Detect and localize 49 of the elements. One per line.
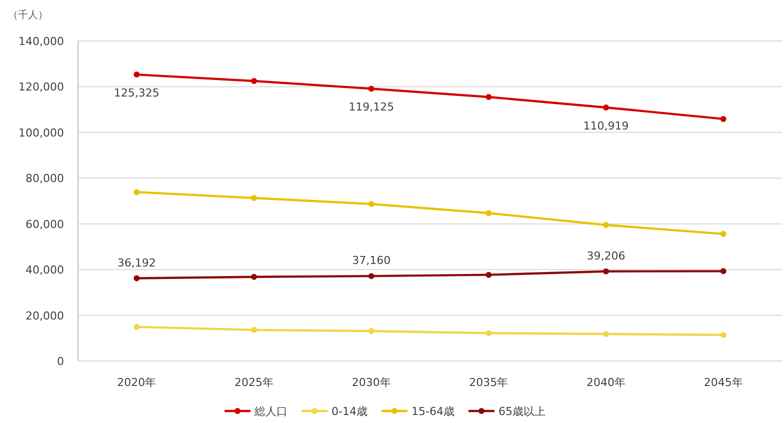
point xyxy=(368,200,374,207)
x-tick-label: 2025年 xyxy=(234,376,274,389)
y-tick-label: 20,000 xyxy=(26,309,64,322)
point xyxy=(603,104,609,110)
y-axis-title: （千人） xyxy=(8,9,48,21)
x-tick-label: 2040年 xyxy=(586,376,626,389)
point xyxy=(486,330,492,336)
x-tick-label: 2035年 xyxy=(469,376,508,389)
data-label: 36,192 xyxy=(117,256,156,270)
point xyxy=(251,78,257,84)
point xyxy=(368,86,374,92)
point xyxy=(603,268,609,274)
legend-label: 15-64歳 xyxy=(412,405,454,418)
point xyxy=(251,274,257,280)
y-tick-label: 100,000 xyxy=(18,126,64,140)
y-tick-label: 40,000 xyxy=(26,264,64,277)
point xyxy=(720,332,726,338)
point xyxy=(134,324,140,330)
legend-label: 総人口 xyxy=(254,405,288,418)
y-tick-label: 80,000 xyxy=(26,172,64,186)
point xyxy=(603,222,609,228)
data-label: 39,206 xyxy=(586,249,626,262)
point xyxy=(368,273,374,280)
point xyxy=(251,326,257,333)
data-label: 119,125 xyxy=(348,100,394,114)
legend-label: 65歳以上 xyxy=(498,405,546,418)
legend-label: 0-14歳 xyxy=(332,405,368,418)
point xyxy=(720,268,726,274)
point xyxy=(486,210,492,216)
y-tick-label: 120,000 xyxy=(18,80,64,94)
point xyxy=(720,230,726,237)
x-tick-label: 2045年 xyxy=(704,376,743,389)
x-tick-label: 2020年 xyxy=(117,376,156,389)
data-label: 37,160 xyxy=(352,254,391,268)
y-tick-label: 140,000 xyxy=(18,35,64,48)
x-tick-label: 2030年 xyxy=(352,376,391,389)
point xyxy=(134,275,140,282)
point xyxy=(368,328,374,334)
y-tick-label: 0 xyxy=(57,355,64,368)
data-label: 110,919 xyxy=(583,119,629,132)
point xyxy=(603,331,609,338)
y-tick-label: 60,000 xyxy=(26,218,64,231)
point xyxy=(251,195,257,202)
point xyxy=(720,116,726,122)
data-label: 125,325 xyxy=(114,86,160,100)
point xyxy=(486,94,492,100)
point xyxy=(486,272,492,278)
point xyxy=(134,72,140,78)
point xyxy=(134,189,140,196)
